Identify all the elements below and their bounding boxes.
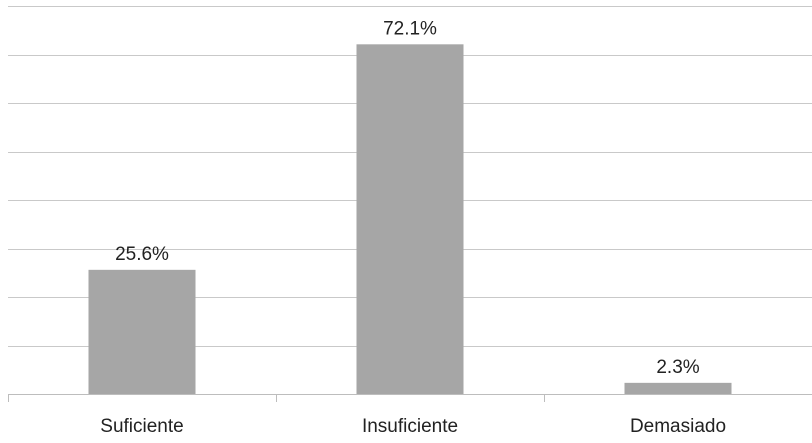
data-label-suficiente: 25.6% [115, 244, 169, 265]
category-label-suficiente: Suficiente [100, 416, 183, 437]
data-label-insuficiente: 72.1% [383, 18, 437, 39]
bar-insuficiente [356, 44, 464, 394]
bars [88, 44, 732, 394]
data-label-demasiado: 2.3% [656, 357, 699, 378]
category-label-insuficiente: Insuficiente [362, 416, 458, 437]
category-labels: Suficiente Insuficiente Demasiado [100, 416, 726, 437]
data-labels: 25.6% 72.1% 2.3% [115, 18, 700, 378]
bar-suficiente [88, 269, 196, 394]
bar-demasiado [624, 382, 732, 394]
x-axis-ticks [8, 394, 545, 402]
category-label-demasiado: Demasiado [630, 416, 726, 437]
